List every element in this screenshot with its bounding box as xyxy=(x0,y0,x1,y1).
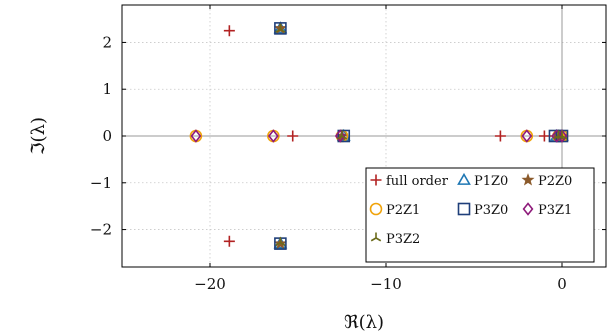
legend-entry-p1z0: P1Z0 xyxy=(457,172,508,189)
data-point-p3z1 xyxy=(190,129,202,143)
data-point-p3z1 xyxy=(334,129,346,143)
legend-entry-p2z0: P2Z0 xyxy=(521,173,572,189)
legend: full order P1Z0 P2Z0 P2Z1 P3Z0 P3Z1 P3Z2 xyxy=(365,167,595,263)
x-tick-label: −20 xyxy=(194,275,226,293)
legend-entry-p3z1: P3Z1 xyxy=(522,202,572,218)
data-point-full-order xyxy=(287,130,299,142)
y-tick-label: 2 xyxy=(102,33,112,51)
data-point-p3z2 xyxy=(275,237,286,247)
legend-label-p3z0: P3Z0 xyxy=(474,203,508,218)
legend-label-p3z1: P3Z1 xyxy=(538,203,572,218)
y-tick-label: −2 xyxy=(90,221,112,239)
legend-marker-p3z0 xyxy=(457,202,471,216)
legend-entry-p3z0: P3Z0 xyxy=(457,202,508,218)
data-point-p3z2 xyxy=(556,130,568,140)
legend-entry-p3z2: P3Z2 xyxy=(370,232,420,247)
y-tick-label: −1 xyxy=(90,174,112,192)
legend-label-p1z0: P1Z0 xyxy=(474,174,508,189)
legend-entry-full-order: full order xyxy=(370,174,449,189)
data-point-p3z1 xyxy=(521,129,533,143)
y-tick-label: 1 xyxy=(102,80,112,98)
data-point-full-order xyxy=(538,130,550,142)
data-point-full-order xyxy=(223,235,235,247)
legend-marker-full-order xyxy=(370,174,382,186)
x-tick-label: 0 xyxy=(557,275,567,293)
legend-label-p2z0: P2Z0 xyxy=(538,174,572,189)
legend-box xyxy=(365,167,595,263)
x-axis-label: ℜ(λ) xyxy=(344,312,384,333)
data-marks xyxy=(189,21,569,250)
legend-label-full-order: full order xyxy=(386,174,449,189)
data-point-full-order xyxy=(223,25,235,37)
legend-label-p2z1: P2Z1 xyxy=(386,203,420,218)
y-axis-label: ℑ(λ) xyxy=(28,117,49,155)
data-point-p3z2 xyxy=(275,23,286,33)
legend-marker-p2z1 xyxy=(369,202,383,216)
legend-marker-p2z0 xyxy=(521,173,535,186)
series-p3z2 xyxy=(275,23,568,247)
legend-entry-p2z1: P2Z1 xyxy=(369,202,420,218)
legend-label-p3z2: P3Z2 xyxy=(386,232,420,247)
data-point-p3z0 xyxy=(337,129,351,143)
x-tick-label: −10 xyxy=(370,275,402,293)
data-point-p3z0 xyxy=(274,22,287,35)
legend-marker-p3z1 xyxy=(522,202,534,216)
y-tick-label: 0 xyxy=(102,127,112,145)
data-point-full-order xyxy=(494,130,506,142)
legend-marker-p3z2 xyxy=(370,232,382,242)
data-point-p3z2 xyxy=(336,130,348,140)
legend-marker-p1z0 xyxy=(457,172,471,185)
data-point-p3z1 xyxy=(267,129,279,143)
